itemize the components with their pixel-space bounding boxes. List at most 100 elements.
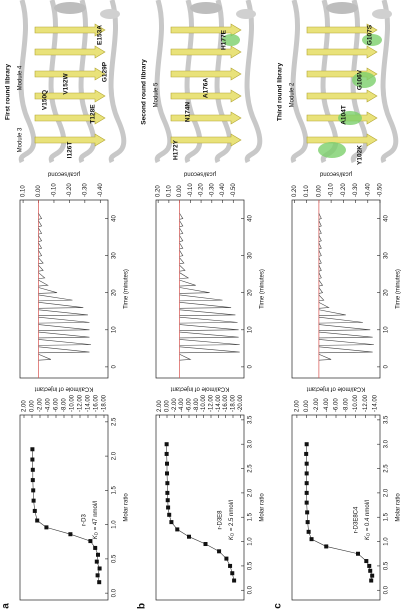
- y-tick-label: 0.20: [292, 185, 298, 197]
- injection-peak: [38, 235, 43, 242]
- y-axis-title: KCal/mole of injectant: [170, 385, 229, 391]
- beta-strand: [34, 23, 106, 37]
- y-tick-label: -6.00: [187, 398, 193, 412]
- library-title: Second round library: [141, 59, 148, 125]
- y-tick-label: -8.00: [62, 398, 68, 412]
- y-tick-label: -4.00: [324, 398, 330, 412]
- y-tick-label: -18.00: [231, 394, 237, 412]
- data-point: [164, 442, 169, 447]
- data-point: [165, 498, 170, 503]
- ribbon: [154, 0, 173, 164]
- module-label: Module 3: [18, 127, 24, 152]
- y-tick-label: -2.00: [172, 398, 178, 412]
- y-tick-label: -14.00: [86, 394, 92, 412]
- x-tick-label: 3.5: [384, 415, 390, 424]
- x-tick-label: 10: [384, 326, 390, 333]
- injection-peak: [38, 279, 49, 287]
- y-tick-label: -0.40: [365, 183, 371, 197]
- data-point: [167, 512, 172, 517]
- x-tick-label: 3.0: [248, 439, 254, 448]
- injection-peak: [179, 302, 232, 309]
- y-tick-label: -16.00: [94, 394, 100, 412]
- kd-symbol: K: [365, 535, 371, 540]
- beta-strand: [34, 67, 106, 81]
- injection-peak: [179, 213, 184, 220]
- x-tick-label: 0.5: [248, 561, 254, 570]
- injection-peak: [38, 257, 44, 265]
- y-tick-label: -0.40: [98, 183, 104, 197]
- injection-peak: [318, 324, 371, 331]
- y-tick-label: -4.00: [46, 398, 52, 412]
- data-point: [304, 481, 309, 486]
- beta-strand: [170, 23, 242, 37]
- y-tick-label: -0.10: [52, 183, 58, 197]
- beta-strand: [34, 45, 106, 59]
- beta-strand: [170, 67, 242, 81]
- x-tick-label: 10: [248, 326, 254, 333]
- injection-peak: [179, 287, 210, 294]
- injection-peak: [38, 242, 43, 250]
- mutation-label: G129P: [102, 61, 109, 82]
- data-point: [95, 573, 100, 578]
- x-tick-label: 2.5: [112, 417, 118, 426]
- data-point: [93, 545, 98, 550]
- x-tick-label: 20: [112, 289, 118, 296]
- beta-strand: [170, 45, 242, 59]
- construct-name: r-D3E8: [218, 510, 224, 530]
- injection-peak: [318, 272, 322, 279]
- injection-peak: [179, 316, 238, 324]
- helix: [54, 2, 86, 14]
- kd-value: = 47 nmol/l: [93, 501, 99, 532]
- kd-symbol: K: [229, 535, 235, 540]
- kd-value: = 0.4 nmol/l: [365, 500, 371, 533]
- x-tick-label: 1.5: [384, 512, 390, 521]
- x-tick-label: 0.5: [384, 561, 390, 570]
- injection-peak: [179, 309, 236, 316]
- injection-peak: [179, 265, 186, 272]
- x-axis-title: Time (minutes): [260, 269, 266, 309]
- kd-subscript: D: [230, 532, 235, 536]
- x-tick-label: 30: [248, 252, 254, 259]
- injection-peak: [38, 324, 90, 331]
- beta-strand: [306, 23, 378, 37]
- injection-peak: [318, 287, 324, 294]
- data-point: [306, 529, 311, 534]
- injection-peak: [318, 242, 322, 250]
- y-tick-label: 0.00: [30, 400, 36, 412]
- injection-peak: [318, 235, 322, 242]
- injection-peak: [318, 331, 373, 339]
- mutation-label: I126T: [67, 142, 74, 159]
- mutation-surface: [318, 142, 346, 158]
- x-tick-label: 40: [384, 215, 390, 222]
- x-tick-label: 1.0: [384, 537, 390, 546]
- y-tick-label: -16.00: [223, 394, 229, 412]
- mutation-surface: [362, 34, 382, 46]
- data-point: [164, 451, 169, 456]
- x-tick-label: 0.5: [112, 554, 118, 563]
- data-point: [68, 532, 73, 537]
- y-tick-label: -10.00: [353, 394, 359, 412]
- beta-strand: [306, 45, 378, 59]
- ribbon: [380, 0, 399, 164]
- x-tick-label: 30: [112, 252, 118, 259]
- library-title: First round library: [5, 64, 12, 120]
- data-point: [175, 527, 180, 532]
- y-tick-label: -10.00: [70, 394, 76, 412]
- injection-peak: [179, 250, 184, 257]
- injection-peak: [38, 228, 43, 235]
- fit-curve: [305, 444, 373, 581]
- data-point: [44, 525, 49, 530]
- y-tick-label: -2.00: [314, 398, 320, 412]
- data-point: [304, 500, 309, 505]
- y-tick-label: 0.00: [165, 400, 171, 412]
- data-point: [187, 534, 191, 539]
- panel-letter: c: [273, 603, 284, 609]
- x-tick-label: 0: [384, 365, 390, 369]
- injection-peak: [38, 309, 88, 316]
- injection-peak: [38, 265, 44, 272]
- y-tick-label: 0.00: [177, 185, 183, 197]
- y-tick-label: -12.00: [78, 394, 84, 412]
- x-tick-label: 0: [248, 365, 254, 369]
- y-tick-label: 2.00: [22, 400, 28, 412]
